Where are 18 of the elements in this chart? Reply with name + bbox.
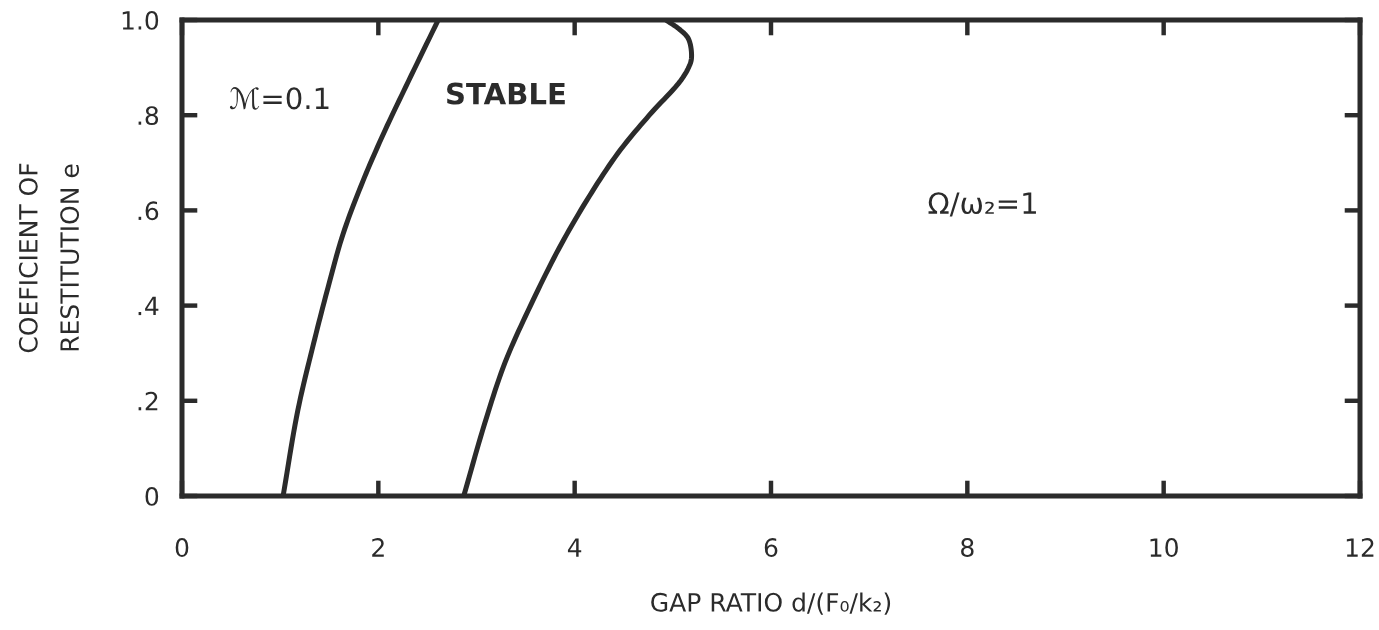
annotation: Ω/ω₂=1 [928,192,1036,217]
x-tick-label: 10 [1150,538,1178,558]
y-tick-label: .2 [138,391,158,411]
x-tick-label: 12 [1346,538,1374,557]
y-tick-label: 0 [145,486,159,506]
x-tick-label: 2 [372,538,384,557]
x-tick-label: 6 [764,538,778,558]
x-tick-label: 4 [567,538,582,557]
annotation: ℳ=0.1 [229,87,329,110]
y-tick-label: 1.0 [122,10,159,30]
y-tick-label: .4 [138,296,159,316]
y-tick-label: .8 [138,106,159,126]
y-axis-title: COEFICIENT OF RESTITUTION e [18,163,80,353]
annotation: STABLE [447,82,565,105]
y-tick-label: .6 [138,201,159,221]
x-axis-title: GAP RATIO d/(F₀/k₂) [651,592,891,615]
x-tick-label: 8 [961,538,974,558]
x-tick-label: 0 [175,538,189,558]
